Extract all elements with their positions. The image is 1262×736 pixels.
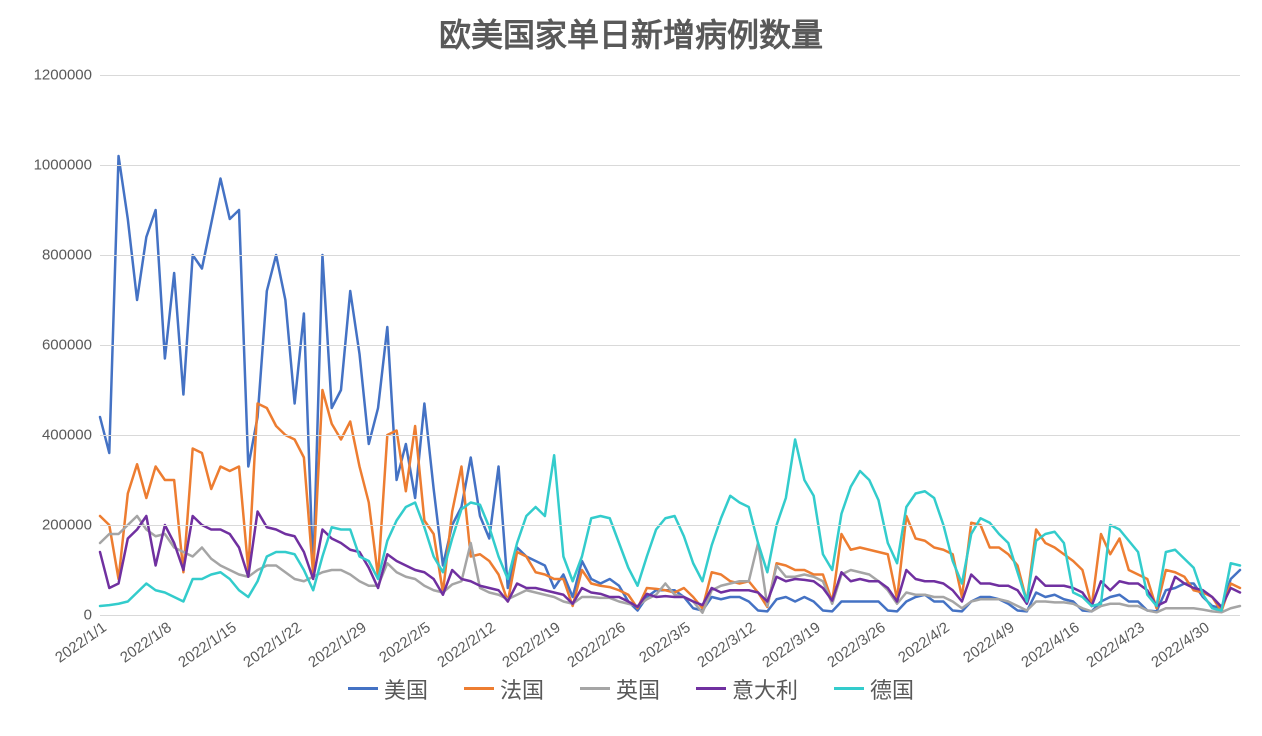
gridline <box>100 525 1240 526</box>
y-tick-label: 600000 <box>42 337 92 354</box>
y-tick-label: 1000000 <box>34 157 92 174</box>
x-tick-label: 2022/4/2 <box>896 619 954 666</box>
gridline <box>100 165 1240 166</box>
x-tick-label: 2022/1/22 <box>240 619 304 671</box>
gridline <box>100 75 1240 76</box>
x-tick-label: 2022/4/16 <box>1018 619 1082 671</box>
chart-legend: 美国 法国 英国 意大利 德国 <box>0 670 1262 705</box>
y-tick-label: 400000 <box>42 427 92 444</box>
x-tick-label: 2022/2/26 <box>564 619 628 671</box>
series-line <box>100 156 1240 611</box>
x-tick-label: 2022/1/15 <box>175 619 239 671</box>
legend-label: 德国 <box>870 673 914 705</box>
chart-container: 欧美国家单日新增病例数量 020000040000060000080000010… <box>0 0 1262 736</box>
legend-label: 意大利 <box>732 673 798 705</box>
x-tick-label: 2022/4/30 <box>1148 619 1212 671</box>
x-tick-label: 2022/4/23 <box>1083 619 1147 671</box>
x-tick-label: 2022/2/19 <box>499 619 563 671</box>
series-line <box>100 390 1240 611</box>
gridline <box>100 435 1240 436</box>
chart-title: 欧美国家单日新增病例数量 <box>0 10 1262 56</box>
x-tick-label: 2022/4/9 <box>960 619 1018 666</box>
y-tick-label: 800000 <box>42 247 92 264</box>
x-tick-label: 2022/2/5 <box>377 619 435 666</box>
legend-swatch <box>696 687 726 690</box>
y-tick-label: 1200000 <box>34 67 92 84</box>
x-tick-label: 2022/2/12 <box>435 619 499 671</box>
legend-label: 美国 <box>384 673 428 705</box>
plot-area: 0200000400000600000800000100000012000002… <box>100 75 1240 615</box>
gridline <box>100 255 1240 256</box>
legend-swatch <box>834 687 864 690</box>
x-tick-label: 2022/3/26 <box>824 619 888 671</box>
y-tick-label: 0 <box>84 607 92 624</box>
legend-label: 法国 <box>500 673 544 705</box>
x-tick-label: 2022/1/1 <box>52 619 110 666</box>
legend-item: 意大利 <box>696 673 798 705</box>
legend-swatch <box>348 687 378 690</box>
legend-label: 英国 <box>616 673 660 705</box>
gridline <box>100 615 1240 616</box>
legend-item: 德国 <box>834 673 914 705</box>
legend-item: 英国 <box>580 673 660 705</box>
y-tick-label: 200000 <box>42 517 92 534</box>
gridline <box>100 345 1240 346</box>
x-tick-label: 2022/1/29 <box>305 619 369 671</box>
x-tick-label: 2022/3/5 <box>636 619 694 666</box>
legend-item: 法国 <box>464 673 544 705</box>
legend-swatch <box>464 687 494 690</box>
x-tick-label: 2022/1/8 <box>117 619 175 666</box>
legend-item: 美国 <box>348 673 428 705</box>
legend-swatch <box>580 687 610 690</box>
x-tick-label: 2022/3/12 <box>694 619 758 671</box>
x-tick-label: 2022/3/19 <box>759 619 823 671</box>
